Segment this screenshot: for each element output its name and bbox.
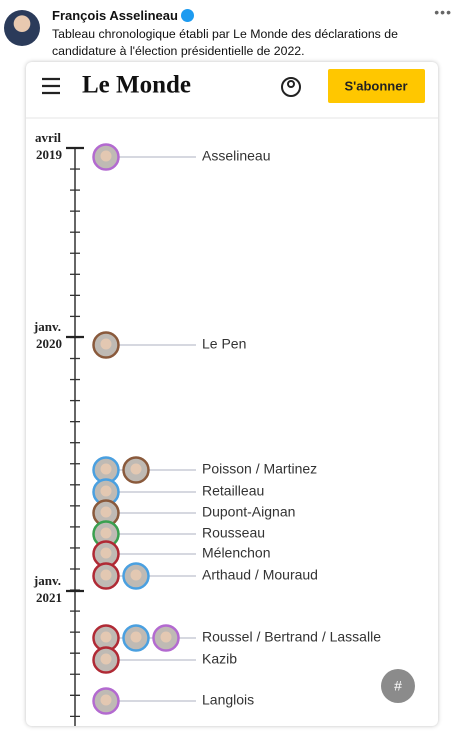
candidate-name: Rousseau	[202, 525, 265, 541]
subscribe-label[interactable]: S'abonner	[344, 78, 407, 93]
badge-label[interactable]: #	[394, 678, 402, 694]
period-month: janv.	[33, 573, 61, 588]
period-year: 2021	[36, 590, 62, 605]
candidate-name: Langlois	[202, 692, 254, 708]
account-icon[interactable]	[281, 77, 301, 97]
author-avatar[interactable]	[4, 10, 40, 46]
candidate-name: Le Pen	[202, 336, 246, 352]
more-menu[interactable]: •••	[434, 4, 452, 20]
candidate-face	[130, 631, 142, 643]
candidate-face	[100, 631, 112, 643]
candidate-face	[100, 463, 112, 475]
candidate-face	[100, 694, 112, 706]
candidate-face	[130, 463, 142, 475]
hamburger[interactable]	[42, 77, 60, 95]
candidate-face	[160, 631, 172, 643]
candidate-name: Poisson / Martinez	[202, 461, 317, 477]
period-year: 2019	[36, 147, 63, 162]
period-month: avril	[35, 130, 61, 145]
verified-badge	[180, 9, 194, 22]
embedded-image[interactable]: Le Monde S'abonner avril 2019 janv. 2020 jan…	[26, 62, 438, 726]
badge[interactable]	[381, 669, 415, 703]
subscribe-button[interactable]	[328, 69, 425, 103]
timeline-graphic: Le Monde S'abonner avril 2019 janv. 2020 jan…	[26, 69, 438, 726]
candidate-name: Arthaud / Mouraud	[202, 567, 318, 583]
candidate-name: Mélenchon	[202, 545, 271, 561]
candidate-face	[100, 506, 112, 518]
author-name[interactable]: François Asselineau	[52, 8, 194, 23]
candidate-name: Kazib	[202, 651, 237, 667]
candidate-name: Dupont-Aignan	[202, 504, 295, 520]
logo[interactable]: Le Monde	[82, 72, 191, 99]
candidate-name: Asselineau	[202, 148, 271, 164]
candidate-face	[100, 527, 112, 539]
candidate-face	[100, 150, 112, 162]
candidate-face	[100, 547, 112, 559]
candidate-name: Roussel / Bertrand / Lassalle	[202, 629, 381, 645]
candidate-name: Retailleau	[202, 483, 264, 499]
candidate-face	[100, 653, 112, 665]
candidate-face	[100, 485, 112, 497]
period-year: 2020	[36, 336, 62, 351]
author-name-text[interactable]: François Asselineau	[52, 8, 178, 23]
candidate-face	[130, 569, 142, 581]
candidate-face	[100, 338, 112, 350]
period-month: janv.	[33, 319, 61, 334]
candidate-face	[100, 569, 112, 581]
tweet-text: Tableau chronologique établi par Le Mond…	[52, 27, 398, 58]
